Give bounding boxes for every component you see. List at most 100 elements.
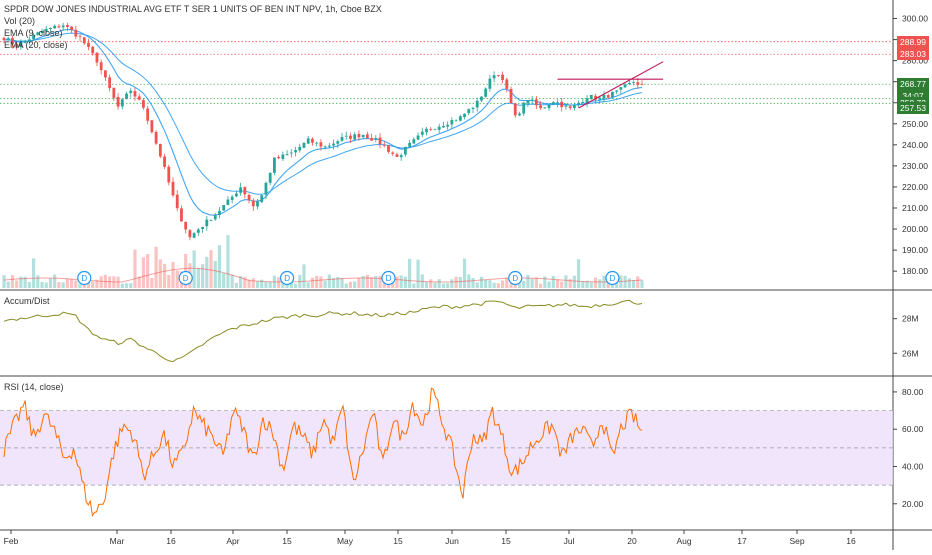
- volume-bar: [526, 274, 530, 288]
- volume-bar: [454, 276, 458, 288]
- volume-bar: [369, 277, 374, 288]
- volume-bar: [348, 281, 353, 288]
- price-tick-label: 210.00: [902, 203, 928, 213]
- candle-body: [104, 70, 107, 78]
- volume-bar: [538, 283, 543, 288]
- volume-bar: [543, 276, 547, 288]
- candle-body: [188, 230, 192, 238]
- volume-bar: [589, 282, 593, 288]
- candle-body: [530, 99, 534, 101]
- volume-bar: [631, 280, 636, 288]
- price-tick-label: 250.00: [902, 119, 928, 129]
- candle-body: [154, 131, 158, 144]
- candle-body: [306, 138, 310, 144]
- volume-bar: [302, 264, 306, 288]
- time-tick-label: Apr: [226, 536, 239, 546]
- volume-bar: [226, 235, 230, 288]
- candle-body: [192, 233, 196, 238]
- candle-body: [526, 100, 530, 104]
- volume-bar: [234, 282, 238, 288]
- volume-bar: [108, 276, 112, 288]
- volume-bar: [353, 281, 357, 288]
- rsi-tick-label: 40.00: [902, 461, 924, 471]
- accum-dist-legend: Accum/Dist: [4, 296, 50, 306]
- dividend-marker-label: D: [284, 274, 290, 283]
- candle-body: [167, 166, 171, 183]
- candle-body: [560, 101, 564, 108]
- candle-body: [349, 135, 352, 139]
- candle-body: [150, 120, 154, 133]
- candle-body: [522, 102, 526, 114]
- volume-bar: [378, 275, 382, 288]
- candle-body: [142, 100, 145, 108]
- volume-bar: [57, 282, 61, 288]
- rsi-legend: RSI (14, close): [4, 382, 64, 392]
- volume-bar: [146, 254, 150, 288]
- dividend-marker-label: D: [386, 274, 392, 283]
- candle-body: [268, 172, 272, 183]
- volume-bar: [408, 258, 412, 288]
- candle-body: [171, 181, 175, 196]
- candle-body: [627, 82, 631, 84]
- volume-bar: [509, 283, 513, 288]
- candle-body: [137, 96, 141, 100]
- volume-bar: [260, 279, 264, 288]
- candle-body: [273, 157, 276, 173]
- volume-bar: [124, 283, 129, 288]
- volume-bar: [277, 277, 281, 288]
- candle-body: [44, 28, 48, 32]
- volume-bar: [99, 276, 103, 288]
- volume-bar: [446, 283, 450, 288]
- candle-body: [70, 26, 74, 31]
- time-tick-label: Mar: [110, 536, 125, 546]
- volume-bar: [268, 281, 272, 288]
- time-tick-label: Sep: [789, 536, 804, 546]
- candle-body: [568, 106, 572, 109]
- candle-body: [480, 96, 483, 101]
- volume-bar: [306, 282, 310, 288]
- volume-bar: [61, 282, 65, 288]
- candle-body: [230, 196, 234, 200]
- candle-body: [294, 150, 297, 153]
- candle-body: [256, 201, 259, 207]
- time-tick-label: 15: [282, 536, 292, 546]
- volume-bar: [505, 277, 509, 288]
- ema-line: [3, 28, 643, 216]
- candle-body: [27, 39, 31, 42]
- candle-body: [534, 99, 538, 106]
- volume-bar: [581, 281, 585, 288]
- dividend-marker-label: D: [610, 274, 616, 283]
- volume-bar: [522, 280, 526, 288]
- volume-bar: [53, 274, 57, 288]
- candle-body: [336, 141, 340, 144]
- candle-body: [120, 99, 124, 107]
- candle-body: [395, 154, 399, 158]
- price-tick-label: 300.00: [902, 14, 928, 24]
- volume-bar: [315, 275, 319, 288]
- candle-body: [488, 78, 492, 89]
- volume-bar: [340, 278, 344, 288]
- price-tick-label: 280.00: [902, 56, 928, 66]
- volume-ma-line: [3, 267, 643, 283]
- volume-bar: [91, 281, 95, 288]
- candle-body: [518, 113, 521, 116]
- volume-bar: [36, 275, 40, 288]
- volume-bar: [129, 283, 133, 288]
- candle-body: [205, 219, 209, 227]
- volume-bar: [31, 258, 36, 288]
- volume-bar: [623, 275, 627, 288]
- candle-body: [585, 98, 589, 103]
- price-tick-label: 200.00: [902, 224, 928, 234]
- volume-bar: [572, 275, 576, 288]
- volume-bar: [171, 262, 175, 288]
- candle-body: [589, 95, 593, 99]
- candle-body: [403, 146, 407, 155]
- candle-body: [285, 154, 289, 156]
- dividend-marker-icon: [178, 270, 193, 286]
- candle-body: [340, 137, 344, 141]
- volume-bar: [243, 276, 247, 288]
- rsi-line: [3, 387, 643, 517]
- candle-body: [116, 96, 120, 107]
